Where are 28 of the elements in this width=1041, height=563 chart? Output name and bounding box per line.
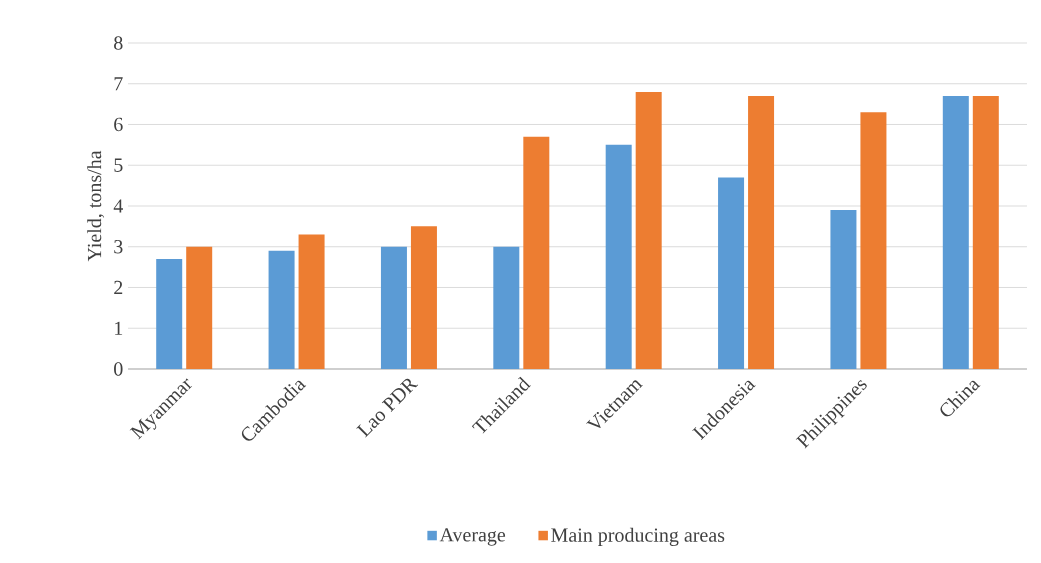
- legend-label: Main producing areas: [551, 527, 725, 546]
- bar: [635, 91, 662, 369]
- y-tick-label: 5: [114, 158, 123, 172]
- bar: [156, 258, 183, 369]
- bar: [942, 95, 969, 369]
- bar: [605, 144, 632, 369]
- legend-label: Average: [439, 528, 506, 546]
- bar: [972, 95, 999, 369]
- y-tick-label: 3: [114, 240, 123, 254]
- bar: [380, 246, 407, 369]
- bar: [298, 234, 325, 369]
- bar: [186, 246, 213, 369]
- y-tick-label: 7: [114, 77, 123, 91]
- bar: [410, 226, 437, 369]
- bar: [268, 250, 295, 369]
- y-tick-label: 6: [114, 117, 123, 132]
- bar: [493, 246, 520, 369]
- bar: [860, 112, 887, 369]
- bar: [523, 136, 550, 369]
- bar: [748, 95, 775, 369]
- y-tick-label: 2: [114, 280, 123, 295]
- y-axis-title: Yield, tons/ha: [87, 150, 105, 262]
- y-tick-label: 4: [113, 199, 123, 213]
- bar: [830, 210, 857, 369]
- bar: [718, 177, 745, 369]
- y-tick-label: 8: [114, 36, 123, 50]
- y-tick-label: 1: [115, 321, 123, 335]
- y-tick-label: 0: [114, 362, 123, 376]
